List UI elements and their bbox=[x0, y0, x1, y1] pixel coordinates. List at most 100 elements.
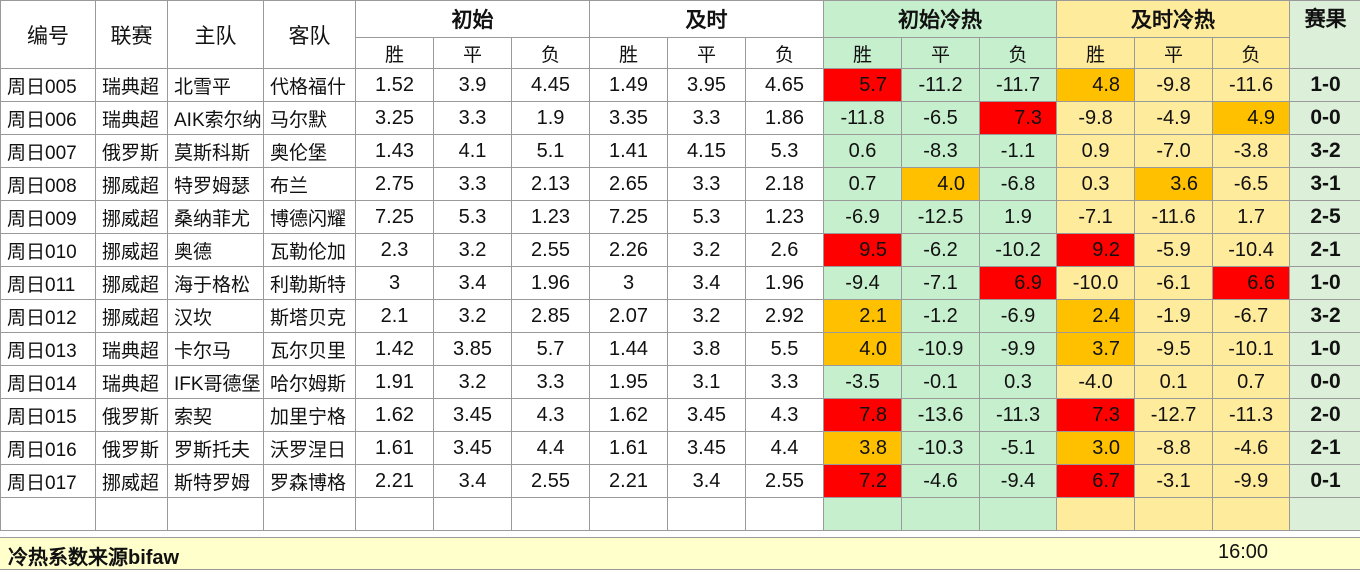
result-cell[interactable]: 2-0 bbox=[1289, 398, 1360, 432]
initial-heat-cell[interactable]: 4.0 bbox=[823, 332, 903, 366]
live-heat-cell[interactable]: -3.1 bbox=[1134, 464, 1214, 498]
home-team-cell[interactable]: 桑纳菲尤 bbox=[167, 200, 264, 234]
live-heat-cell[interactable]: -1.9 bbox=[1134, 299, 1214, 333]
live-odds-cell[interactable]: 3.8 bbox=[667, 332, 747, 366]
league-cell[interactable]: 瑞典超 bbox=[95, 68, 168, 102]
initial-odds-cell[interactable]: 3.2 bbox=[433, 365, 512, 399]
sub-live-heat-win[interactable]: 胜 bbox=[1056, 37, 1136, 69]
away-team-cell[interactable]: 博德闪耀 bbox=[263, 200, 356, 234]
live-heat-cell[interactable]: 3.7 bbox=[1056, 332, 1136, 366]
live-heat-cell[interactable]: -6.7 bbox=[1212, 299, 1291, 333]
live-odds-cell[interactable]: 3.35 bbox=[589, 101, 669, 135]
away-team-cell[interactable]: 加里宁格 bbox=[263, 398, 356, 432]
live-heat-cell[interactable]: -8.8 bbox=[1134, 431, 1214, 465]
away-team-cell[interactable]: 利勒斯特 bbox=[263, 266, 356, 300]
sub-initial-heat-draw[interactable]: 平 bbox=[901, 37, 981, 69]
initial-odds-cell[interactable]: 4.4 bbox=[510, 431, 591, 465]
league-cell[interactable]: 挪威超 bbox=[95, 464, 168, 498]
sub-live-heat-loss[interactable]: 负 bbox=[1212, 37, 1291, 69]
live-heat-cell[interactable]: -5.9 bbox=[1134, 233, 1214, 267]
result-cell[interactable]: 0-0 bbox=[1289, 365, 1360, 399]
initial-heat-cell[interactable]: -1.2 bbox=[901, 299, 981, 333]
live-heat-cell[interactable]: -10.1 bbox=[1212, 332, 1291, 366]
initial-heat-cell[interactable]: -6.9 bbox=[979, 299, 1058, 333]
live-odds-cell[interactable]: 5.5 bbox=[745, 332, 825, 366]
match-id-cell[interactable]: 周日010 bbox=[0, 233, 96, 267]
live-heat-cell[interactable]: 0.9 bbox=[1056, 134, 1136, 168]
initial-heat-cell[interactable]: -3.5 bbox=[823, 365, 903, 399]
away-team-cell[interactable]: 瓦尔贝里 bbox=[263, 332, 356, 366]
away-team-cell[interactable]: 代格福什 bbox=[263, 68, 356, 102]
empty-cell[interactable] bbox=[745, 497, 825, 531]
initial-heat-cell[interactable]: -4.6 bbox=[901, 464, 981, 498]
result-cell[interactable]: 3-2 bbox=[1289, 299, 1360, 333]
initial-heat-cell[interactable]: 4.0 bbox=[901, 167, 981, 201]
empty-cell[interactable] bbox=[355, 497, 434, 531]
initial-heat-cell[interactable]: 7.2 bbox=[823, 464, 903, 498]
match-id-cell[interactable]: 周日007 bbox=[0, 134, 96, 168]
result-cell[interactable]: 0-1 bbox=[1289, 464, 1360, 498]
away-team-cell[interactable]: 斯塔贝克 bbox=[263, 299, 356, 333]
initial-odds-cell[interactable]: 4.45 bbox=[510, 68, 591, 102]
league-cell[interactable]: 瑞典超 bbox=[95, 101, 168, 135]
live-heat-cell[interactable]: -4.0 bbox=[1056, 365, 1136, 399]
result-cell[interactable]: 0-0 bbox=[1289, 101, 1360, 135]
initial-odds-cell[interactable]: 2.3 bbox=[355, 233, 434, 267]
match-id-cell[interactable]: 周日015 bbox=[0, 398, 96, 432]
sub-live-win[interactable]: 胜 bbox=[589, 37, 669, 69]
initial-odds-cell[interactable]: 1.9 bbox=[510, 101, 591, 135]
sub-live-heat-draw[interactable]: 平 bbox=[1134, 37, 1214, 69]
initial-heat-cell[interactable]: -9.9 bbox=[979, 332, 1058, 366]
live-odds-cell[interactable]: 1.49 bbox=[589, 68, 669, 102]
live-odds-cell[interactable]: 3.45 bbox=[667, 398, 747, 432]
initial-heat-cell[interactable]: 7.3 bbox=[979, 101, 1058, 135]
initial-heat-cell[interactable]: 7.8 bbox=[823, 398, 903, 432]
live-heat-cell[interactable]: 9.2 bbox=[1056, 233, 1136, 267]
result-cell[interactable]: 1-0 bbox=[1289, 266, 1360, 300]
initial-heat-cell[interactable]: -9.4 bbox=[979, 464, 1058, 498]
live-odds-cell[interactable]: 3.4 bbox=[667, 266, 747, 300]
initial-heat-cell[interactable]: -6.8 bbox=[979, 167, 1058, 201]
initial-heat-cell[interactable]: -8.3 bbox=[901, 134, 981, 168]
result-cell[interactable]: 3-2 bbox=[1289, 134, 1360, 168]
live-heat-cell[interactable]: 0.3 bbox=[1056, 167, 1136, 201]
home-team-cell[interactable]: 卡尔马 bbox=[167, 332, 264, 366]
initial-heat-cell[interactable]: -7.1 bbox=[901, 266, 981, 300]
match-id-cell[interactable]: 周日012 bbox=[0, 299, 96, 333]
sub-live-draw[interactable]: 平 bbox=[667, 37, 747, 69]
initial-heat-cell[interactable]: 0.3 bbox=[979, 365, 1058, 399]
live-heat-cell[interactable]: -9.9 bbox=[1212, 464, 1291, 498]
live-heat-cell[interactable]: 1.7 bbox=[1212, 200, 1291, 234]
live-odds-cell[interactable]: 1.41 bbox=[589, 134, 669, 168]
live-odds-cell[interactable]: 1.62 bbox=[589, 398, 669, 432]
live-heat-cell[interactable]: -10.0 bbox=[1056, 266, 1136, 300]
live-odds-cell[interactable]: 4.15 bbox=[667, 134, 747, 168]
initial-odds-cell[interactable]: 2.1 bbox=[355, 299, 434, 333]
live-heat-cell[interactable]: -10.4 bbox=[1212, 233, 1291, 267]
live-heat-cell[interactable]: -7.0 bbox=[1134, 134, 1214, 168]
live-odds-cell[interactable]: 3.95 bbox=[667, 68, 747, 102]
initial-odds-cell[interactable]: 5.1 bbox=[510, 134, 591, 168]
initial-odds-cell[interactable]: 2.55 bbox=[510, 233, 591, 267]
empty-cell[interactable] bbox=[167, 497, 264, 531]
header-result[interactable]: 赛果 bbox=[1289, 0, 1360, 69]
league-cell[interactable]: 挪威超 bbox=[95, 200, 168, 234]
sub-initial-heat-loss[interactable]: 负 bbox=[979, 37, 1058, 69]
live-odds-cell[interactable]: 4.4 bbox=[745, 431, 825, 465]
live-heat-cell[interactable]: -9.8 bbox=[1056, 101, 1136, 135]
league-cell[interactable]: 瑞典超 bbox=[95, 332, 168, 366]
empty-cell[interactable] bbox=[823, 497, 903, 531]
live-odds-cell[interactable]: 1.86 bbox=[745, 101, 825, 135]
home-team-cell[interactable]: 奥德 bbox=[167, 233, 264, 267]
home-team-cell[interactable]: 莫斯科斯 bbox=[167, 134, 264, 168]
empty-cell[interactable] bbox=[95, 497, 168, 531]
match-id-cell[interactable]: 周日013 bbox=[0, 332, 96, 366]
empty-cell[interactable] bbox=[979, 497, 1058, 531]
initial-odds-cell[interactable]: 1.42 bbox=[355, 332, 434, 366]
live-odds-cell[interactable]: 2.65 bbox=[589, 167, 669, 201]
initial-odds-cell[interactable]: 4.3 bbox=[510, 398, 591, 432]
initial-heat-cell[interactable]: 9.5 bbox=[823, 233, 903, 267]
live-odds-cell[interactable]: 3.1 bbox=[667, 365, 747, 399]
live-odds-cell[interactable]: 2.18 bbox=[745, 167, 825, 201]
sub-initial-heat-win[interactable]: 胜 bbox=[823, 37, 903, 69]
